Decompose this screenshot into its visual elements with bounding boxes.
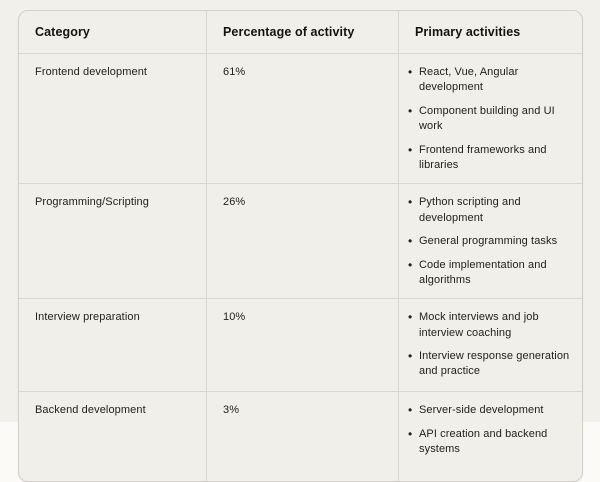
percentage-cell: 10% <box>206 299 398 392</box>
activity-item: Frontend frameworks and libraries <box>407 142 576 174</box>
table-row-backend: Backend development 3% Server-side devel… <box>19 391 582 482</box>
activities-list: React, Vue, Angular development Componen… <box>407 64 576 174</box>
activity-item: API creation and backend systems <box>407 426 576 458</box>
table-header-row: Category Percentage of activity Primary … <box>19 11 582 53</box>
activities-list: Python scripting and development General… <box>407 194 576 289</box>
activity-item: Interview response generation and practi… <box>407 348 576 380</box>
activities-cell: Mock interviews and job interview coachi… <box>398 299 582 392</box>
category-cell: Programming/Scripting <box>35 196 149 209</box>
activity-item: Component building and UI work <box>407 103 576 135</box>
table-row-programming: Programming/Scripting 26% Python scripti… <box>19 183 582 299</box>
activity-item: Python scripting and development <box>407 194 576 226</box>
percentage-cell: 61% <box>206 54 398 184</box>
activity-item: Mock interviews and job interview coachi… <box>407 309 576 341</box>
category-cell: Backend development <box>35 404 146 417</box>
activities-cell: React, Vue, Angular development Componen… <box>398 54 582 184</box>
header-category: Category <box>35 25 90 39</box>
category-cell: Interview preparation <box>35 311 140 324</box>
activities-cell: Server-side development API creation and… <box>398 392 582 482</box>
table-row-interview: Interview preparation 10% Mock interview… <box>19 298 582 392</box>
category-cell: Frontend development <box>35 66 148 78</box>
header-primary-activities: Primary activities <box>398 11 582 53</box>
activities-list: Server-side development API creation and… <box>407 402 576 458</box>
activities-cell: Python scripting and development General… <box>398 184 582 299</box>
activity-item: General programming tasks <box>407 233 576 250</box>
page-background: Category Percentage of activity Primary … <box>0 0 600 422</box>
table-row-frontend: Frontend development 61% React, Vue, Ang… <box>19 53 582 184</box>
activity-item: Code implementation and algorithms <box>407 257 576 289</box>
activities-list: Mock interviews and job interview coachi… <box>407 309 576 380</box>
percentage-cell: 3% <box>206 392 398 482</box>
percentage-cell: 26% <box>206 184 398 299</box>
header-percentage: Percentage of activity <box>206 11 398 53</box>
activity-item: Server-side development <box>407 402 576 419</box>
activity-item: React, Vue, Angular development <box>407 64 576 96</box>
activity-breakdown-table: Category Percentage of activity Primary … <box>18 10 583 482</box>
